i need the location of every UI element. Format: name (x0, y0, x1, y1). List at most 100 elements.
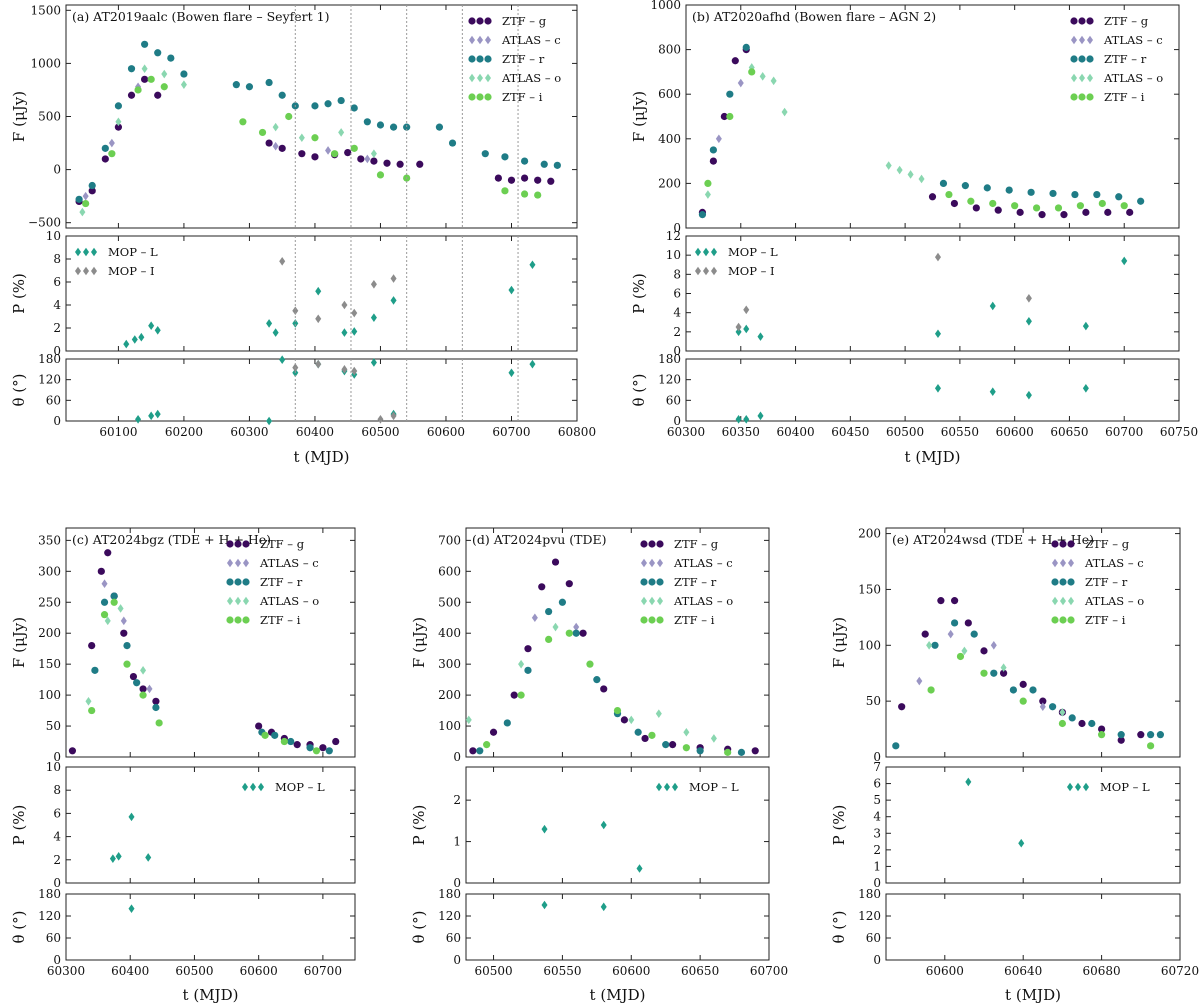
series (465, 622, 717, 743)
data-point (180, 80, 187, 89)
y-tick-label: 60 (666, 393, 681, 407)
legend-label: ZTF – i (1085, 613, 1126, 627)
legend-marker (249, 782, 257, 792)
series (82, 82, 371, 201)
legend-marker (226, 578, 234, 586)
y-tick-label: 60 (46, 393, 61, 407)
data-point (101, 579, 108, 589)
series (892, 619, 1164, 750)
data-point (469, 747, 477, 755)
data-point (989, 199, 997, 208)
data-point (934, 329, 941, 339)
data-point (970, 630, 978, 638)
axes-frame (65, 893, 356, 961)
y-axis-label: θ (°) (630, 373, 648, 406)
data-point (337, 96, 345, 105)
data-point (934, 383, 941, 393)
x-tick-label: 60600 (612, 964, 650, 978)
data-point (311, 134, 319, 142)
legend-marker (1067, 596, 1075, 606)
data-point (319, 744, 327, 752)
data-point (85, 696, 92, 706)
y-tick-label: 120 (438, 909, 461, 923)
data-point (947, 629, 954, 639)
data-point (1098, 731, 1106, 739)
legend-label: ZTF – i (502, 90, 543, 104)
data-point (278, 144, 286, 152)
data-point (261, 731, 269, 739)
data-point (141, 40, 149, 48)
y-tick-label: 3 (873, 826, 881, 840)
x-tick-label: 60200 (165, 425, 203, 439)
data-point (1117, 736, 1125, 744)
data-point (636, 864, 643, 873)
y-tick-label: 150 (38, 657, 61, 671)
legend-label: ATLAS – o (259, 594, 319, 608)
data-point (945, 190, 953, 199)
theta-subplot: 60600 60640 60680 60720 0 60 120 180 θ (°) (830, 887, 1199, 978)
data-point (79, 207, 86, 217)
flux-subplot: 0 200 400 600 800 1000 F (μJy) (b) AT2020afhd (… (630, 0, 1180, 235)
data-point (743, 414, 750, 424)
data-point (927, 686, 935, 694)
data-point (141, 75, 149, 83)
y-axis-label: P (%) (10, 273, 28, 314)
y-tick-label: 1000 (650, 0, 681, 12)
data-point (916, 676, 923, 686)
data-point (272, 122, 279, 132)
data-point (341, 328, 348, 337)
y-tick-label: 200 (858, 527, 881, 541)
series (531, 613, 580, 632)
data-point (298, 150, 306, 158)
data-point (155, 719, 163, 727)
data-point (351, 327, 358, 336)
data-point (332, 737, 340, 746)
y-tick-label: 120 (858, 909, 881, 923)
data-point (127, 91, 136, 99)
x-axis-label: t (MJD) (1005, 986, 1061, 1004)
data-point (967, 197, 975, 205)
data-point (152, 697, 160, 705)
legend-marker (1070, 35, 1078, 45)
data-point (403, 123, 411, 131)
data-point (88, 706, 96, 715)
legend-label: MOP – L (108, 245, 158, 259)
legend-marker (1059, 616, 1067, 624)
legend-marker (242, 558, 250, 568)
flux-subplot: 0 50 100 150 200 250 300 350 F (μJy) (c) AT2024bg… (10, 527, 356, 764)
data-point (507, 176, 516, 184)
data-point (1120, 202, 1128, 210)
data-point (1137, 197, 1145, 205)
data-point (918, 174, 925, 184)
data-point (396, 160, 404, 168)
data-point (545, 635, 553, 644)
y-tick-label: 0 (53, 876, 61, 890)
series (916, 629, 1046, 712)
data-point (1019, 697, 1027, 705)
data-point (1018, 838, 1025, 848)
series (75, 40, 561, 203)
y-tick-label: 200 (438, 688, 461, 702)
data-point (481, 150, 489, 158)
legend-marker (484, 73, 492, 83)
legend-marker (1070, 55, 1078, 63)
x-axis-label: t (MJD) (294, 448, 350, 466)
data-point (351, 366, 358, 376)
theta-subplot: 60300 60350 60400 60450 60500 60550 60600 60650… (630, 352, 1198, 439)
data-point (128, 812, 135, 822)
data-point (129, 672, 138, 681)
data-point (1068, 714, 1076, 722)
y-tick-label: 1000 (30, 56, 61, 70)
legend-label: ATLAS – o (1084, 594, 1144, 608)
series (541, 900, 607, 912)
y-tick-label: 6 (873, 777, 881, 791)
data-point (148, 411, 155, 421)
y-tick-label: 700 (438, 533, 461, 547)
flux-subplot: 0 100 200 300 400 500 600 700 F (μJy) (d) AT2024p… (410, 527, 770, 764)
data-point (114, 102, 123, 110)
data-point (108, 150, 116, 158)
data-point (517, 691, 525, 699)
data-point (100, 611, 109, 619)
legend-marker (242, 616, 250, 624)
